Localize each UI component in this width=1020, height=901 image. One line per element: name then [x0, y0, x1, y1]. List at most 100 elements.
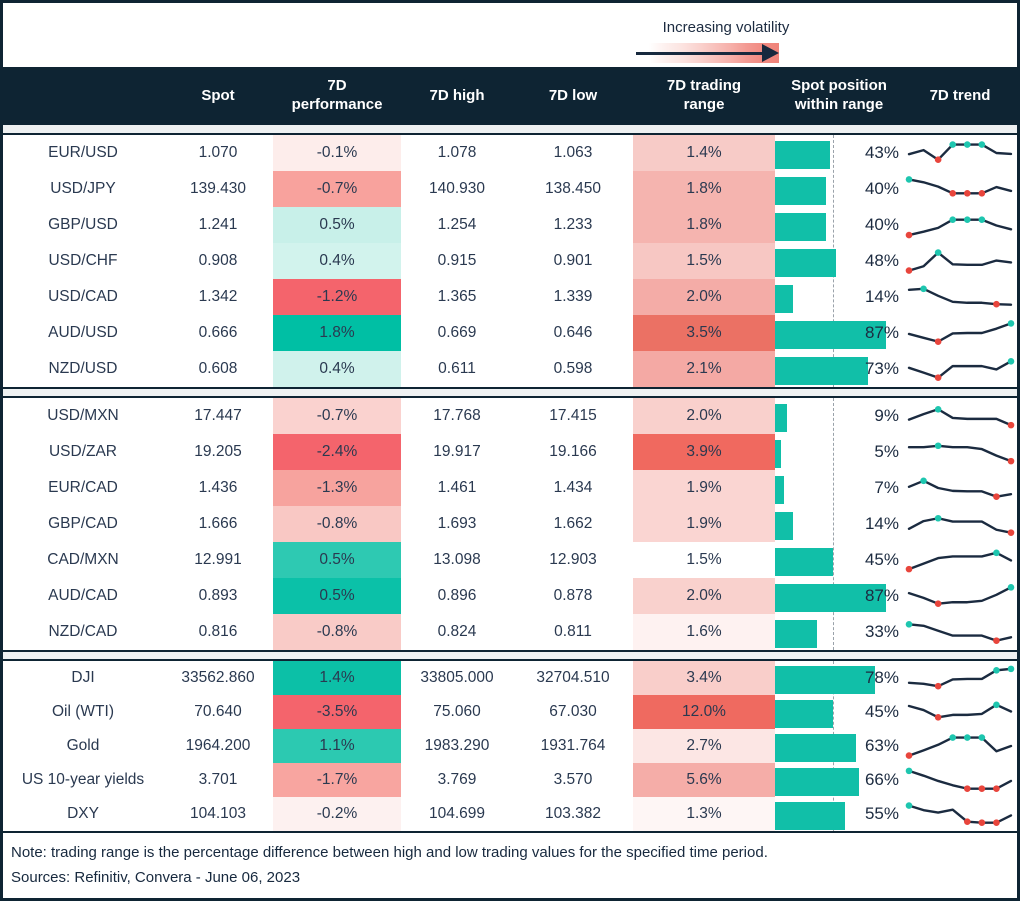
- performance-cell: 0.5%: [273, 207, 401, 243]
- table-row: NZD/CAD 0.816 -0.8% 0.824 0.811 1.6% 33%: [3, 614, 1017, 650]
- table-row: DXY 104.103 -0.2% 104.699 103.382 1.3% 55%: [3, 797, 1017, 831]
- trading-range-cell: 3.9%: [633, 434, 775, 470]
- position-bar: [775, 213, 827, 241]
- position-within-range-cell: 9%: [775, 398, 903, 434]
- low-value: 67.030: [549, 703, 597, 720]
- trading-range-cell: 2.1%: [633, 351, 775, 387]
- position-value: 5%: [874, 442, 899, 461]
- low-value: 1.233: [553, 216, 593, 233]
- position-bar: [775, 620, 818, 648]
- position-bar: [775, 141, 831, 169]
- trading-range-cell: 1.9%: [633, 506, 775, 542]
- low-value: 12.903: [549, 551, 597, 568]
- instrument-label: Oil (WTI): [52, 703, 114, 720]
- low-value: 138.450: [544, 180, 602, 197]
- spot-value: 19.205: [194, 443, 242, 460]
- position-value: 43%: [864, 143, 899, 162]
- block-separator: [3, 125, 1017, 133]
- volatility-legend: Increasing volatility: [3, 3, 1017, 67]
- column-header: 7D trend: [929, 86, 991, 104]
- position-within-range-cell: 14%: [775, 279, 903, 315]
- block-separator: [3, 652, 1017, 659]
- position-bar: [775, 476, 784, 504]
- low-value: 17.415: [549, 407, 597, 424]
- instrument-label: USD/JPY: [50, 180, 116, 197]
- trend-sparkline: [903, 542, 1017, 578]
- low-value: 1.339: [553, 288, 593, 305]
- position-bar: [775, 404, 787, 432]
- high-value: 19.917: [433, 443, 481, 460]
- instrument-label: AUD/CAD: [48, 587, 118, 604]
- high-value: 0.611: [438, 360, 476, 377]
- arrow-head-icon: [762, 44, 779, 62]
- instrument-label: DJI: [71, 669, 95, 686]
- position-bar: [775, 440, 782, 468]
- table-row: DJI 33562.860 1.4% 33805.000 32704.510 3.4% 78…: [3, 661, 1017, 695]
- position-value: 87%: [864, 323, 899, 342]
- position-value: 55%: [864, 804, 899, 823]
- instrument-label: USD/MXN: [47, 407, 119, 424]
- spot-value: 0.908: [198, 252, 238, 269]
- position-within-range-cell: 55%: [775, 797, 903, 831]
- position-value: 14%: [864, 287, 899, 306]
- trend-sparkline: [903, 614, 1017, 650]
- spot-value: 0.608: [198, 360, 238, 377]
- note-text: Note: trading range is the percentage di…: [11, 844, 768, 861]
- table-row: Oil (WTI) 70.640 -3.5% 75.060 67.030 12.0% 45%: [3, 695, 1017, 729]
- trading-range-cell: 1.3%: [633, 797, 775, 831]
- position-within-range-cell: 40%: [775, 171, 903, 207]
- position-bar: [775, 801, 846, 830]
- table-row: USD/CHF 0.908 0.4% 0.915 0.901 1.5% 48%: [3, 243, 1017, 279]
- spot-value: 139.430: [189, 180, 247, 197]
- column-header: Spot: [201, 86, 235, 104]
- high-value: 0.915: [437, 252, 477, 269]
- low-value: 0.878: [553, 587, 593, 604]
- position-within-range-cell: 45%: [775, 695, 903, 729]
- position-value: 48%: [864, 251, 899, 270]
- high-value: 104.699: [428, 805, 486, 822]
- position-within-range-cell: 7%: [775, 470, 903, 506]
- position-bar: [775, 733, 856, 762]
- instrument-label: GBP/USD: [48, 216, 118, 233]
- high-value: 1.254: [437, 216, 477, 233]
- table-block: DJI 33562.860 1.4% 33805.000 32704.510 3.4% 78…: [3, 659, 1017, 833]
- high-value: 1.365: [437, 288, 477, 305]
- high-value: 1.693: [437, 515, 477, 532]
- column-header: Spot position within range: [791, 77, 887, 113]
- position-within-range-cell: 33%: [775, 614, 903, 650]
- position-bar: [775, 584, 887, 612]
- spot-value: 1964.200: [185, 737, 251, 754]
- high-value: 3.769: [437, 771, 477, 788]
- position-bar: [775, 665, 875, 694]
- high-value: 17.768: [433, 407, 481, 424]
- instrument-label: USD/CHF: [48, 252, 118, 269]
- spot-value: 33562.860: [181, 669, 255, 686]
- performance-cell: -1.3%: [273, 470, 401, 506]
- performance-cell: -0.7%: [273, 398, 401, 434]
- trading-range-cell: 1.5%: [633, 243, 775, 279]
- trend-sparkline: [903, 207, 1017, 243]
- trend-sparkline: [903, 661, 1017, 695]
- instrument-label: USD/CAD: [48, 288, 118, 305]
- instrument-label: Gold: [66, 737, 100, 754]
- trend-sparkline: [903, 315, 1017, 351]
- performance-cell: -0.7%: [273, 171, 401, 207]
- trend-sparkline: [903, 171, 1017, 207]
- high-value: 1.461: [437, 479, 477, 496]
- performance-cell: 0.4%: [273, 351, 401, 387]
- low-value: 0.811: [554, 623, 592, 640]
- sources-text: Sources: Refinitiv, Convera - June 06, 2…: [11, 868, 301, 886]
- table-block: USD/MXN 17.447 -0.7% 17.768 17.415 2.0% 9% USD/…: [3, 396, 1017, 652]
- high-value: 13.098: [433, 551, 481, 568]
- position-bar: [775, 285, 793, 313]
- position-within-range-cell: 63%: [775, 729, 903, 763]
- table-row: Gold 1964.200 1.1% 1983.290 1931.764 2.7% 63%: [3, 729, 1017, 763]
- position-value: 33%: [864, 622, 899, 641]
- table-body: EUR/USD 1.070 -0.1% 1.078 1.063 1.4% 43% USD/JP…: [3, 125, 1017, 833]
- trend-sparkline: [903, 434, 1017, 470]
- low-value: 0.646: [553, 324, 593, 341]
- instrument-label: US 10-year yields: [21, 771, 145, 788]
- low-value: 19.166: [549, 443, 597, 460]
- position-value: 66%: [864, 770, 899, 789]
- trend-sparkline: [903, 695, 1017, 729]
